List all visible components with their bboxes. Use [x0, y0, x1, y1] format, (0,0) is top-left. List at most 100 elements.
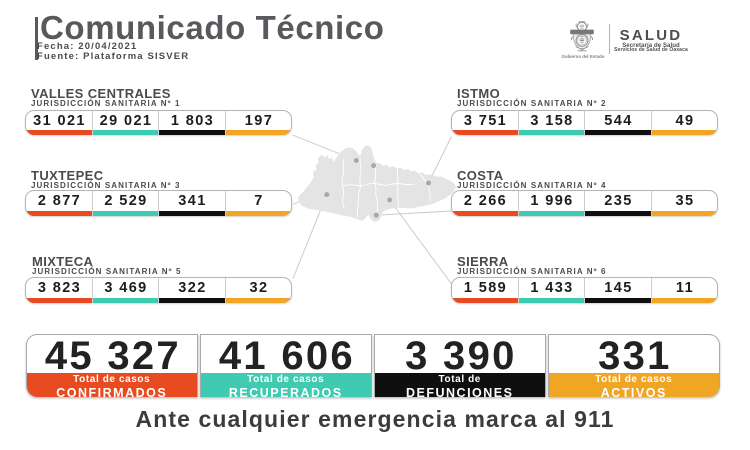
region-jurisdiction-tuxtepec: JURISDICCIÓN SANITARIA Nº 3 — [31, 180, 181, 190]
stat-value: 1 803 — [170, 112, 215, 129]
stat-confirmed: 3 823 — [26, 278, 92, 303]
date-label: Fecha: 20/04/2021 — [37, 40, 138, 52]
source-label: Fuente: Plataforma SISVER — [37, 51, 190, 62]
stat-value: 3 158 — [530, 112, 574, 129]
total-deaths-box: 3 390 Total de DEFUNCIONES — [373, 334, 546, 397]
stat-recovered: 3 158 — [517, 110, 584, 135]
total-active-label: Total de casos ACTIVOS — [548, 372, 719, 397]
map-jurisdiction-dots — [324, 158, 431, 218]
recovered-color-bar — [518, 297, 584, 303]
stat-value: 145 — [604, 280, 633, 296]
deaths-color-bar — [585, 210, 651, 216]
confirmed-color-bar — [26, 130, 92, 135]
dot-sierra — [387, 197, 393, 203]
confirmed-color-bar — [452, 210, 518, 216]
stat-active: 32 — [224, 278, 291, 303]
active-color-bar — [225, 297, 291, 303]
emergency-text: Ante cualquier emergencia marca al 911 — [135, 406, 615, 432]
recovered-color-bar — [92, 297, 158, 303]
total-label-line2: CONFIRMADOS — [56, 385, 168, 397]
total-confirmed-box: 45 327 Total de casos CONFIRMADOS — [25, 334, 198, 397]
stat-value: 31 021 — [33, 112, 86, 129]
stat-deaths: 145 — [584, 278, 651, 303]
recovered-color-bar — [92, 130, 158, 135]
page-title: Comunicado Técnico — [40, 8, 385, 46]
title-accent-bar — [35, 17, 38, 60]
deaths-color-bar — [159, 297, 225, 303]
stat-deaths: 1 803 — [158, 110, 225, 135]
stat-active: 197 — [224, 110, 291, 135]
recovered-color-bar — [92, 210, 158, 216]
total-label-line1: Total de casos — [247, 374, 325, 385]
region-jurisdiction-istmo: JURISDICCIÓN SANITARIA Nº 2 — [457, 98, 607, 108]
logo-subtitle-2: Servicios de Salud de Oaxaca — [614, 47, 688, 54]
active-color-bar — [651, 297, 717, 303]
stat-deaths: 235 — [584, 191, 651, 216]
region-name-istmo: ISTMO — [457, 85, 501, 101]
stat-value: 1 996 — [530, 193, 574, 209]
dot-istmo — [426, 180, 431, 186]
region-stats-costa: 2 266 1 996 235 35 — [451, 190, 718, 216]
stat-deaths: 322 — [158, 278, 225, 303]
region-jurisdiction-costa: JURISDICCIÓN SANITARIA Nº 4 — [457, 180, 607, 190]
total-recovered-box: 41 606 Total de casos RECUPERADOS — [199, 334, 372, 397]
region-jurisdiction-mixteca: JURISDICCIÓN SANITARIA Nº 5 — [32, 267, 182, 276]
dot-valles-centrales — [353, 158, 359, 163]
total-active-value: 331 — [598, 334, 672, 379]
total-deaths-value: 3 390 — [405, 334, 517, 379]
stat-value: 3 469 — [104, 280, 148, 296]
stat-recovered: 2 529 — [91, 191, 158, 216]
dot-costa — [373, 212, 379, 218]
logo-name: SALUD — [619, 27, 683, 44]
dot-tuxtepec — [371, 163, 377, 169]
region-stats-sierra: 1 589 1 433 145 11 — [451, 277, 718, 303]
stat-value: 544 — [604, 112, 633, 129]
stat-confirmed: 31 021 — [26, 111, 92, 135]
region-stats-istmo: 3 751 3 158 544 49 — [451, 109, 718, 135]
active-color-bar — [225, 130, 291, 135]
region-stats-valles-centrales: 31 021 29 021 1 803 197 — [25, 109, 292, 135]
recovered-color-bar — [518, 210, 584, 216]
total-label-line1: Total de casos — [73, 374, 151, 385]
stat-value: 2 877 — [37, 193, 82, 209]
stat-value: 32 — [249, 280, 269, 296]
stat-value: 11 — [675, 280, 695, 296]
stat-recovered: 1 996 — [517, 191, 584, 216]
total-active-box: 331 Total de casos ACTIVOS — [547, 334, 720, 397]
stat-value: 322 — [178, 280, 207, 296]
stat-value: 35 — [675, 193, 695, 209]
stat-value: 7 — [254, 193, 264, 209]
region-name-mixteca: MIXTECA — [32, 253, 94, 269]
active-color-bar — [225, 210, 291, 216]
confirmed-color-bar — [26, 210, 92, 216]
logo-subtitle-1: Secretaría de Salud — [622, 43, 680, 50]
stat-value: 235 — [604, 193, 633, 209]
region-name-valles-centrales: VALLES CENTRALES — [31, 85, 171, 101]
region-name-costa: COSTA — [457, 167, 504, 183]
stat-active: 11 — [650, 278, 717, 303]
region-stats-tuxtepec: 2 877 2 529 341 7 — [25, 190, 292, 216]
deaths-color-bar — [159, 130, 225, 135]
active-color-bar — [651, 210, 717, 216]
total-deaths-label: Total de DEFUNCIONES — [374, 372, 545, 397]
total-label-line1: Total de — [438, 374, 481, 385]
stat-value: 3 751 — [463, 112, 508, 129]
total-recovered-value: 41 606 — [218, 334, 355, 379]
region-name-tuxtepec: TUXTEPEC — [31, 167, 104, 183]
state-emblem-icon — [570, 21, 594, 52]
stat-value: 3 823 — [37, 280, 82, 296]
total-label-line2: ACTIVOS — [600, 385, 667, 397]
stat-value: 197 — [244, 112, 274, 129]
stat-value: 49 — [675, 112, 695, 129]
total-label-line1: Total de casos — [595, 374, 673, 385]
total-label-line2: DEFUNCIONES — [406, 385, 514, 397]
stat-confirmed: 1 589 — [452, 278, 518, 303]
stat-confirmed: 3 751 — [452, 111, 518, 135]
stat-active: 7 — [224, 191, 291, 216]
stat-recovered: 1 433 — [517, 278, 584, 303]
confirmed-color-bar — [452, 297, 518, 303]
stat-value: 341 — [178, 193, 207, 209]
stat-value: 2 266 — [463, 193, 508, 209]
dot-mixteca — [324, 192, 330, 198]
confirmed-color-bar — [26, 297, 92, 303]
